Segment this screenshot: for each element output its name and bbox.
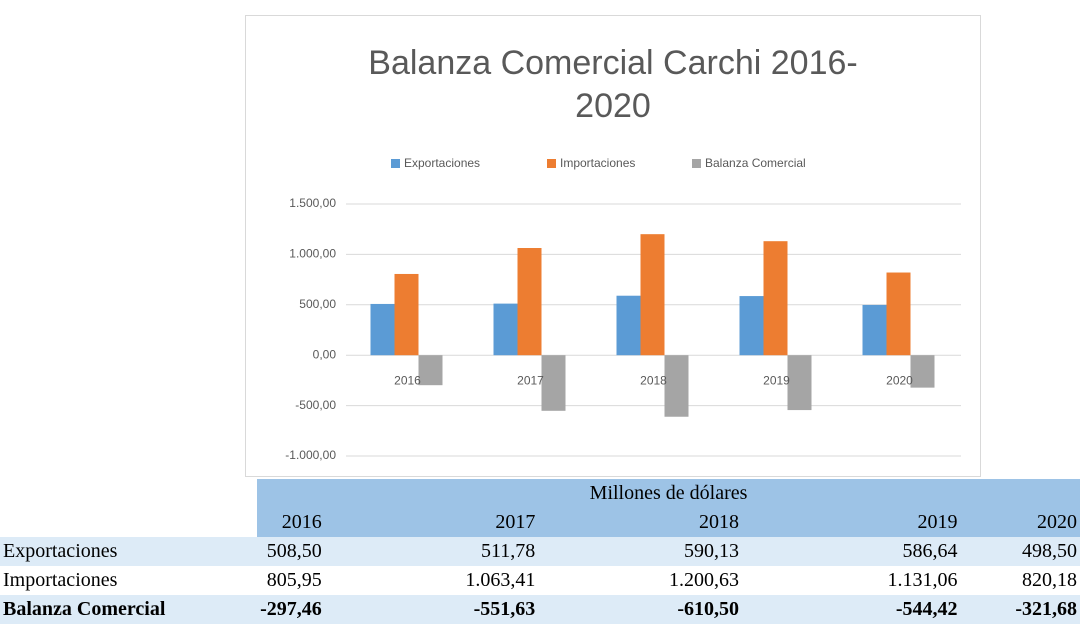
- table-cell: Exportaciones: [0, 537, 258, 566]
- legend-label: Importaciones: [560, 156, 635, 170]
- bar: [763, 241, 788, 356]
- table-cell: 820,18: [1022, 569, 1077, 591]
- chart-title: Balanza Comercial Carchi 2016-2020: [368, 44, 858, 125]
- table-cell: 1.131,06: [887, 569, 958, 591]
- legend-swatch: [547, 159, 556, 168]
- bar: [886, 272, 911, 356]
- table-cell: Importaciones: [3, 569, 118, 591]
- x-tick-label: 2019: [763, 373, 790, 387]
- table-cell: 498,50: [960, 537, 1080, 566]
- table-cell: [0, 479, 257, 508]
- table-cell: 2017: [324, 508, 539, 537]
- legend-swatch: [391, 159, 400, 168]
- bar: [370, 303, 395, 356]
- y-tick-label: 1.000,00: [289, 247, 336, 261]
- legend-swatch: [692, 159, 701, 168]
- table-cell: Millones de dólares: [257, 479, 1080, 508]
- table-cell: 805,95: [266, 569, 322, 591]
- table-cell: 2018: [538, 508, 742, 537]
- x-tick-label: 2017: [517, 373, 544, 387]
- y-tick-label: 0,00: [313, 347, 337, 361]
- table-row: Importaciones 805,95 1.063,41 1.200,63 1.131…: [0, 566, 1080, 595]
- bar: [862, 304, 887, 356]
- table-cell: -321,68: [960, 595, 1080, 624]
- table-row: Exportaciones 508,50 511,78 590,13 586,64 498…: [0, 537, 1080, 566]
- y-tick-label: 500,00: [299, 297, 336, 311]
- y-tick-label: -500,00: [295, 398, 336, 412]
- bar: [541, 355, 566, 411]
- bar: [739, 296, 764, 356]
- y-tick-label: 1.500,00: [289, 196, 336, 210]
- bar: [493, 303, 518, 356]
- bar: [418, 355, 443, 386]
- bar: [517, 248, 542, 356]
- plot: -1.000,00 -500,00 0,00 500,00 1.000,00 1.500,…: [285, 156, 961, 462]
- table-cell: Balanza Comercial: [0, 595, 258, 624]
- table-cell: 1.063,41: [465, 569, 536, 591]
- table-row: 2016 2017 2018 2019 2020: [0, 508, 1080, 537]
- table-cell: 2019: [741, 508, 961, 537]
- bar: [910, 355, 935, 388]
- table-cell: 586,64: [741, 537, 961, 566]
- y-tick-label: -1.000,00: [285, 448, 336, 462]
- table-cell: -551,63: [324, 595, 539, 624]
- table-cell: -544,42: [741, 595, 961, 624]
- x-tick-label: 2016: [394, 373, 421, 387]
- bar: [787, 355, 812, 411]
- bar: [640, 234, 665, 356]
- table-cell: 511,78: [324, 537, 539, 566]
- table-cell: [0, 508, 257, 537]
- bar: [664, 355, 689, 417]
- table-cell: 2020: [960, 508, 1080, 537]
- table-row: Balanza Comercial -297,46 -551,63 -610,50 -5…: [0, 595, 1080, 624]
- table-cell: 1.200,63: [668, 569, 739, 591]
- legend-label: Exportaciones: [404, 156, 480, 170]
- x-tick-label: 2020: [886, 373, 913, 387]
- x-tick-label: 2018: [640, 373, 667, 387]
- table-cell: -297,46: [257, 595, 325, 624]
- data-table: Millones de dólares 2016 2017 2018 2019 2020 E…: [0, 479, 1080, 624]
- legend-label: Balanza Comercial: [705, 156, 806, 170]
- table-cell: 590,13: [538, 537, 742, 566]
- bar: [394, 273, 419, 356]
- table-row: Millones de dólares: [0, 479, 1080, 508]
- table-cell: -610,50: [538, 595, 742, 624]
- table-cell: 508,50: [257, 537, 325, 566]
- chart: Balanza Comercial Carchi 2016-2020 -1.00…: [245, 15, 981, 477]
- table-cell: 2016: [257, 508, 325, 537]
- bar: [616, 295, 641, 356]
